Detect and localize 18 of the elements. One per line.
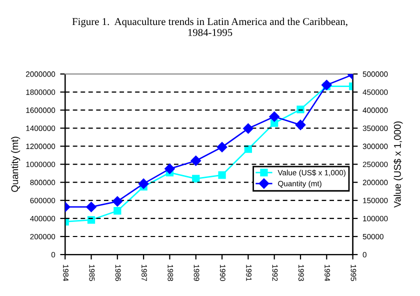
point: [192, 174, 200, 183]
point: [164, 164, 175, 174]
point: [114, 207, 122, 215]
point: [296, 106, 304, 114]
point: [322, 80, 332, 90]
point: [190, 156, 201, 166]
point: [269, 112, 280, 122]
point: [86, 202, 96, 212]
point: [216, 142, 228, 152]
point: [138, 178, 149, 189]
chart-title: Figure 1. Aquaculture trends in Latin America and the Caribbean, 1984-1995: [72, 18, 348, 36]
point: [112, 196, 123, 206]
y2-axis-title: Value (US$ x 1,000): [394, 121, 403, 208]
point: [243, 123, 254, 134]
point: [295, 120, 306, 130]
point: [87, 216, 96, 224]
point: [218, 171, 226, 179]
y-axis-title: Quantity (mt): [11, 136, 20, 192]
